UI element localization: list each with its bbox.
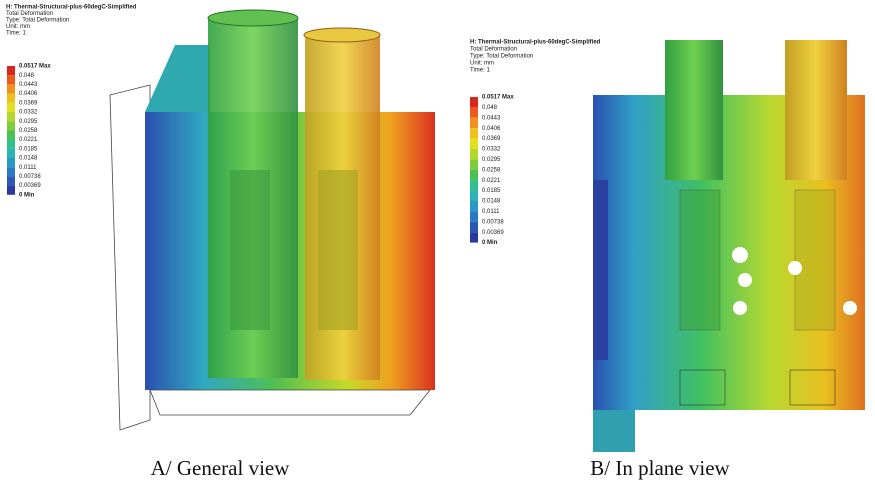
legend-swatch — [470, 139, 478, 149]
legend-label: 0.048 — [19, 73, 35, 79]
legend-label: 0.00738 — [482, 219, 504, 225]
header-line: Time: 1 — [6, 31, 26, 37]
legend-swatch — [7, 112, 15, 121]
header-line: Unit: mm — [470, 61, 494, 67]
legend-swatch — [7, 121, 15, 130]
legend-swatch — [470, 159, 478, 169]
legend-label: 0 Min — [19, 192, 35, 198]
legend-label: 0.0148 — [19, 156, 38, 162]
legend-label: 0.0295 — [19, 119, 38, 125]
legend-swatch — [470, 222, 478, 232]
legend-swatch — [470, 107, 478, 117]
header-title: H: Thermal-Structural-plus-60degC-Simpli… — [470, 40, 601, 46]
model-general-view — [110, 10, 435, 430]
legend-swatch — [7, 186, 15, 195]
legend-label: 0.048 — [482, 105, 498, 111]
header-title: H: Thermal-Structural-plus-60degC-Simpli… — [6, 5, 137, 11]
legend-label: 0.0517 Max — [19, 64, 51, 70]
legend-swatch — [470, 211, 478, 221]
legend-label: 0 Min — [482, 240, 498, 246]
header-line: Unit: mm — [6, 24, 30, 30]
legend-label: 0.0443 — [482, 115, 501, 121]
legend-label: 0.00369 — [19, 183, 41, 189]
legend-label: 0.0517 Max — [482, 95, 514, 101]
legend-label: 0.0369 — [19, 100, 38, 106]
legend-swatch — [470, 149, 478, 159]
legend-swatch — [7, 130, 15, 139]
header-line: Type: Total Deformation — [470, 54, 533, 60]
legend-swatch — [7, 94, 15, 103]
figure: A/ General view B/ In plane view H: Ther… — [0, 0, 875, 495]
legend-swatch — [470, 201, 478, 211]
legend-swatch — [470, 170, 478, 180]
legend-label: 0.0406 — [482, 126, 501, 132]
model-in-plane-view — [593, 40, 865, 452]
legend-label: 0.0111 — [19, 165, 37, 171]
legend-label: 0.0185 — [19, 146, 38, 152]
legend-swatch — [7, 149, 15, 158]
legend-label: 0.0258 — [482, 167, 501, 173]
legend-swatch — [7, 84, 15, 93]
legend-label: 0.0295 — [482, 157, 501, 163]
caption: A/ General view — [151, 456, 291, 480]
legend-label: 0.0185 — [482, 188, 501, 194]
legend-label: 0.00738 — [19, 174, 41, 180]
header-line: Total Deformation — [6, 11, 53, 17]
legend-swatch — [7, 103, 15, 112]
header-line: Total Deformation — [470, 47, 517, 53]
legend-label: 0.0332 — [19, 110, 38, 116]
legend-swatch — [470, 180, 478, 190]
legend-label: 0.0111 — [482, 209, 500, 215]
legend-label: 0.0443 — [19, 82, 38, 88]
legend-swatch — [470, 191, 478, 201]
legend-swatch — [470, 118, 478, 128]
legend-label: 0.0148 — [482, 199, 501, 205]
legend-swatch — [470, 97, 478, 107]
header-line: Type: Total Deformation — [6, 18, 69, 24]
legend-swatch — [7, 158, 15, 167]
legend-swatch — [470, 232, 478, 242]
legend-label: 0.00369 — [482, 230, 504, 236]
legend-label: 0.0406 — [19, 91, 38, 97]
legend-swatch — [7, 75, 15, 84]
legend-label: 0.0221 — [19, 137, 38, 143]
legend-swatch — [7, 167, 15, 176]
legend-label: 0.0332 — [482, 147, 501, 153]
header-line: Time: 1 — [470, 68, 490, 74]
legend-swatch — [470, 128, 478, 138]
legend-swatch — [7, 176, 15, 185]
caption: B/ In plane view — [590, 456, 730, 480]
legend-label: 0.0258 — [19, 128, 38, 134]
legend-swatch — [7, 66, 15, 75]
legend-label: 0.0221 — [482, 178, 501, 184]
legend-swatch — [7, 140, 15, 149]
figure-canvas: A/ General view B/ In plane view H: Ther… — [0, 0, 875, 495]
legend-label: 0.0369 — [482, 136, 501, 142]
